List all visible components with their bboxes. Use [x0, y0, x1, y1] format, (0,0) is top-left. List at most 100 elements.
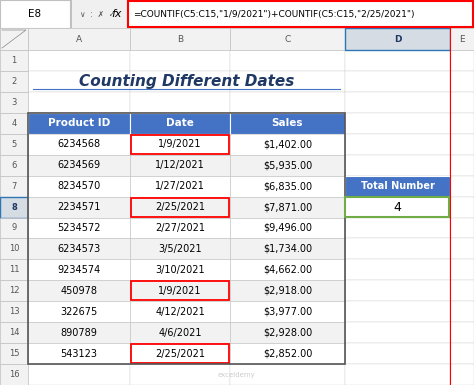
Bar — [130, 176, 230, 197]
Bar — [28, 238, 130, 259]
Bar — [130, 343, 230, 364]
Bar — [345, 301, 450, 322]
Bar — [230, 176, 345, 197]
Bar — [130, 343, 230, 364]
Bar — [0, 364, 28, 385]
Text: 2: 2 — [11, 77, 17, 86]
Bar — [450, 176, 474, 197]
Bar — [131, 344, 229, 363]
Bar — [450, 197, 474, 218]
Text: ∨  :  ✗  ✓: ∨ : ✗ ✓ — [80, 10, 115, 18]
Bar — [230, 92, 345, 113]
Text: 450978: 450978 — [61, 286, 98, 296]
Bar — [230, 134, 345, 155]
Bar — [345, 197, 450, 218]
Bar — [345, 259, 450, 280]
Text: 322675: 322675 — [60, 307, 98, 317]
Bar — [345, 197, 450, 218]
Bar — [28, 343, 130, 364]
Bar — [130, 113, 230, 134]
Bar — [28, 28, 130, 50]
Bar — [345, 176, 450, 197]
Bar — [230, 364, 345, 385]
Bar — [230, 280, 345, 301]
Bar — [345, 92, 450, 113]
Bar — [230, 322, 345, 343]
Bar — [0, 176, 28, 197]
Bar — [346, 197, 449, 217]
Text: Product ID: Product ID — [48, 118, 110, 128]
Text: $5,935.00: $5,935.00 — [263, 160, 312, 170]
Text: A: A — [76, 35, 82, 44]
Bar — [230, 218, 345, 238]
Bar — [130, 218, 230, 238]
Bar — [230, 155, 345, 176]
Bar — [130, 28, 230, 50]
Bar — [28, 280, 130, 301]
Text: 2/25/2021: 2/25/2021 — [155, 202, 205, 212]
Text: 15: 15 — [9, 349, 19, 358]
Bar — [230, 28, 345, 50]
Bar — [345, 238, 450, 259]
Bar — [230, 71, 345, 92]
Bar — [230, 259, 345, 280]
Bar — [28, 364, 130, 385]
Bar — [450, 155, 474, 176]
Bar — [0, 50, 28, 71]
Bar — [450, 113, 474, 134]
Bar — [345, 71, 450, 92]
Bar — [450, 280, 474, 301]
Bar — [450, 28, 474, 50]
Bar — [0, 92, 28, 113]
Bar — [230, 280, 345, 301]
Bar — [230, 134, 345, 155]
Text: 1/9/2021: 1/9/2021 — [158, 139, 202, 149]
Bar — [130, 92, 230, 113]
Text: Sales: Sales — [272, 118, 303, 128]
Bar — [130, 259, 230, 280]
Bar — [345, 322, 450, 343]
Bar — [130, 176, 230, 197]
Bar — [230, 343, 345, 364]
Text: 2234571: 2234571 — [57, 202, 100, 212]
Bar — [130, 322, 230, 343]
Bar — [0, 28, 28, 50]
Bar — [0, 134, 28, 155]
Text: $9,496.00: $9,496.00 — [263, 223, 312, 233]
Bar — [345, 176, 450, 197]
Text: 3/5/2021: 3/5/2021 — [158, 244, 202, 254]
Bar — [230, 343, 345, 364]
Bar — [0, 259, 28, 280]
Bar — [450, 134, 474, 155]
Text: E: E — [459, 35, 465, 44]
Bar — [130, 218, 230, 238]
Bar — [230, 301, 345, 322]
Text: 6234573: 6234573 — [57, 244, 100, 254]
Bar — [28, 259, 130, 280]
Bar — [130, 364, 230, 385]
Text: $1,734.00: $1,734.00 — [263, 244, 312, 254]
Text: 4/12/2021: 4/12/2021 — [155, 307, 205, 317]
Bar — [130, 197, 230, 218]
Bar — [28, 176, 130, 197]
Bar — [28, 50, 130, 71]
Text: 1: 1 — [11, 56, 17, 65]
Bar — [130, 197, 230, 218]
Text: Counting Different Dates: Counting Different Dates — [79, 74, 294, 89]
Text: 3/10/2021: 3/10/2021 — [155, 265, 205, 275]
Bar — [130, 134, 230, 155]
Text: 7: 7 — [11, 182, 17, 191]
Text: 2/25/2021: 2/25/2021 — [155, 348, 205, 358]
Bar — [130, 280, 230, 301]
Bar — [230, 113, 345, 134]
Bar — [450, 238, 474, 259]
Text: Date: Date — [166, 118, 194, 128]
Bar — [345, 343, 450, 364]
Bar — [28, 238, 130, 259]
Text: 1/27/2021: 1/27/2021 — [155, 181, 205, 191]
Bar — [345, 113, 450, 134]
Text: $6,835.00: $6,835.00 — [263, 181, 312, 191]
Bar — [28, 92, 130, 113]
Text: $7,871.00: $7,871.00 — [263, 202, 312, 212]
Text: $2,918.00: $2,918.00 — [263, 286, 312, 296]
